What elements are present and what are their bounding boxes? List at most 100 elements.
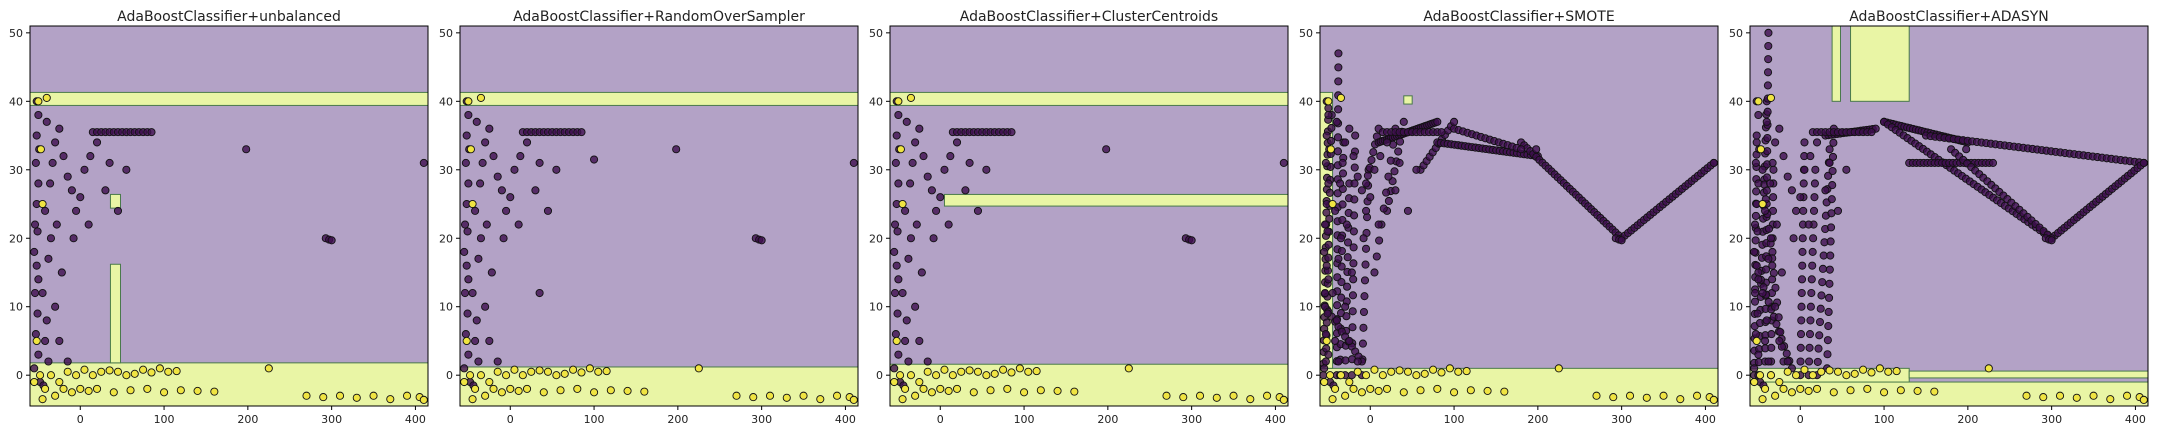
data-point-class0 (1617, 236, 1626, 245)
x-tick-label: 400 (405, 413, 426, 426)
data-point-class0 (919, 152, 928, 161)
data-point-class1 (1195, 391, 1205, 400)
data-point-class0 (242, 145, 251, 154)
data-point-class0 (531, 186, 540, 195)
data-point-class0 (489, 152, 498, 161)
data-point-class0 (1825, 145, 1834, 154)
x-tick-label: 100 (1014, 413, 1035, 426)
y-tick-label: 20 (869, 232, 883, 245)
data-point-class0 (929, 234, 938, 243)
data-point-class0 (1333, 133, 1343, 142)
data-point-class0 (1362, 206, 1371, 215)
data-point-class1 (1754, 97, 1763, 106)
data-point-class1 (386, 395, 395, 404)
data-point-class0 (1766, 179, 1775, 188)
data-point-class1 (749, 393, 758, 402)
decision-region-class1 (1403, 95, 1413, 105)
data-point-class0 (577, 128, 586, 137)
x-tick-label: 200 (667, 413, 688, 426)
data-point-class1 (2089, 391, 2098, 400)
data-point-class0 (1324, 350, 1333, 359)
decision-region-class1 (890, 91, 1288, 106)
data-point-class1 (1884, 367, 1893, 376)
data-point-class0 (1800, 138, 1809, 147)
data-point-class0 (1806, 316, 1815, 325)
data-point-class0 (1753, 309, 1762, 318)
data-point-class0 (1815, 317, 1825, 327)
data-point-class1 (1867, 368, 1876, 377)
data-point-class0 (1768, 158, 1777, 167)
data-point-class0 (1331, 206, 1340, 215)
plot-area (30, 26, 428, 406)
data-point-class0 (1366, 193, 1375, 202)
data-point-class1 (1324, 97, 1333, 106)
data-point-class1 (1609, 393, 1618, 402)
data-point-class0 (1806, 302, 1815, 311)
data-point-class0 (1814, 344, 1823, 353)
data-point-class1 (585, 364, 594, 373)
data-point-class0 (1783, 172, 1792, 181)
x-tick-label: 300 (751, 413, 772, 426)
data-point-class0 (1348, 291, 1358, 300)
data-point-class0 (63, 357, 72, 366)
data-point-class0 (1962, 145, 1971, 154)
axes-frame (459, 25, 859, 407)
data-point-class0 (1336, 179, 1345, 188)
data-point-class1 (2123, 391, 2132, 400)
data-point-class1 (67, 388, 76, 397)
data-point-class0 (1796, 357, 1805, 366)
data-point-class1 (51, 391, 60, 400)
data-point-class1 (489, 384, 498, 393)
y-tick-label: 50 (9, 27, 23, 40)
data-point-class0 (1808, 247, 1817, 256)
data-point-class1 (1642, 393, 1651, 402)
x-tick-label: 100 (154, 413, 175, 426)
data-point-class0 (1797, 275, 1807, 284)
data-point-class0 (1797, 288, 1806, 298)
data-point-class0 (1360, 292, 1369, 301)
data-point-class1 (1328, 395, 1337, 404)
data-point-class0 (1772, 220, 1781, 229)
data-point-class0 (147, 128, 156, 137)
data-point-class0 (1320, 220, 1330, 229)
data-point-class0 (42, 117, 51, 126)
data-point-class0 (1345, 124, 1354, 133)
data-point-class0 (1433, 117, 1442, 126)
data-point-class0 (1361, 260, 1370, 269)
data-point-class1 (1756, 145, 1765, 154)
data-point-class1 (1437, 368, 1446, 377)
data-point-class0 (965, 158, 974, 167)
data-point-class0 (38, 288, 47, 298)
data-point-class1 (1892, 367, 1901, 376)
data-point-class0 (906, 234, 915, 243)
data-point-class1 (1382, 384, 1392, 393)
data-point-class0 (1825, 293, 1834, 302)
data-point-class1 (782, 393, 791, 402)
data-point-class0 (891, 158, 900, 167)
data-point-class1 (1345, 377, 1354, 387)
data-point-class0 (1842, 165, 1851, 174)
data-point-class1 (1758, 199, 1767, 209)
data-point-class0 (1762, 316, 1771, 325)
data-point-class0 (55, 124, 64, 133)
data-point-class1 (42, 93, 51, 102)
data-point-class0 (1102, 145, 1111, 154)
data-point-class0 (1750, 247, 1759, 256)
data-point-class0 (1763, 107, 1772, 116)
data-point-class0 (1321, 158, 1330, 167)
data-point-class0 (1334, 63, 1343, 72)
data-point-class0 (1787, 186, 1796, 195)
data-point-class0 (34, 179, 43, 188)
data-point-class1 (1709, 395, 1718, 404)
data-point-class0 (1349, 259, 1358, 268)
data-point-class0 (894, 350, 903, 359)
data-point-class1 (936, 384, 945, 393)
data-point-class1 (1229, 391, 1238, 400)
data-point-class0 (1323, 227, 1332, 236)
y-tick-label: 20 (9, 232, 23, 245)
data-point-class0 (1761, 206, 1770, 215)
data-point-class1 (1483, 386, 1492, 395)
data-point-class0 (1800, 165, 1809, 174)
data-point-class1 (898, 199, 907, 209)
